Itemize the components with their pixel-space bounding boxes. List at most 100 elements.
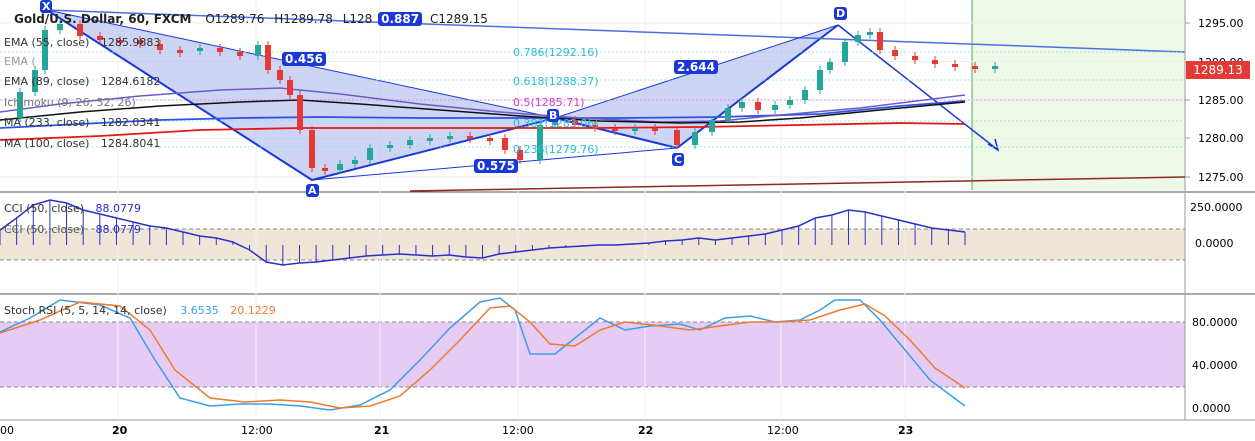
ema55-line <box>0 87 966 123</box>
forecast-zone <box>972 0 1185 190</box>
candle-body <box>57 24 63 30</box>
ichimoku-legend[interactable]: Ichimoku (9, 26, 52, 26) <box>4 96 136 109</box>
ma233-label: MA (233, close) <box>4 116 90 129</box>
ma100-line <box>0 122 966 141</box>
candle-body <box>592 125 598 128</box>
time-label-1200-c: 12:00 <box>767 424 799 437</box>
stoch-label: Stoch RSI (5, 5, 14, 14, close) <box>4 304 167 317</box>
ema89-label: EMA (89, close) <box>4 75 90 88</box>
candle-body <box>892 50 898 56</box>
cci-a-value: 88.0779 <box>95 202 142 215</box>
point-a: A <box>306 184 319 197</box>
time-label-1200-a: 12:00 <box>241 424 273 437</box>
candle-body <box>912 56 918 60</box>
ratio-bcd: 2.644 <box>674 60 718 74</box>
ma233-line <box>0 100 966 129</box>
price-tick-1280: 1280.00 <box>1198 132 1244 145</box>
candle-body <box>867 32 873 35</box>
candle-body <box>572 120 578 125</box>
stoch-tick-40: 40.0000 <box>1192 359 1238 372</box>
fib-level-0786: 0.786(1292.16) <box>513 46 599 59</box>
ma100-value: 1284.8041 <box>100 137 161 150</box>
candle-body <box>952 64 958 67</box>
point-d: D <box>834 7 848 20</box>
stoch-d-value: 20.1229 <box>230 304 276 317</box>
stoch-legend[interactable]: Stoch RSI (5, 5, 14, 14, close) 3.6535 2… <box>4 304 276 317</box>
time-label-23: 23 <box>898 424 914 437</box>
trendline-upper <box>46 9 1186 53</box>
candle-body <box>117 40 123 43</box>
fib-level-0618: 0.618(1288.37) <box>513 75 599 88</box>
candle-body <box>387 145 393 148</box>
candle-body <box>932 60 938 64</box>
high-value: H1289.78 <box>274 12 333 26</box>
candle-body <box>772 105 778 110</box>
cci-a-label: CCI (50, close) <box>4 202 85 215</box>
symbol-name: Gold/U.S. Dollar, 60, FXCM <box>14 12 192 26</box>
ema-b-label: EMA ( <box>4 55 36 68</box>
ma100-legend[interactable]: MA (100, close) 1284.8041 <box>4 137 160 150</box>
fib-level-05: 0.5(1285.71) <box>513 96 585 109</box>
candle-body <box>277 70 283 80</box>
candle-body <box>197 48 203 51</box>
candle-body <box>297 95 303 130</box>
candle-body <box>817 70 823 90</box>
candle-body <box>739 102 745 108</box>
ma100-label: MA (100, close) <box>4 137 90 150</box>
candle-body <box>352 160 358 164</box>
projection-arrowhead <box>987 138 1000 152</box>
ema89-value: 1284.6182 <box>100 75 161 88</box>
price-tick-1295: 1295.00 <box>1198 17 1244 30</box>
stoch-d-line <box>0 301 966 409</box>
candle-body <box>787 100 793 105</box>
open-value: O1289.76 <box>205 12 265 26</box>
ma233-legend[interactable]: MA (233, close) 1282.0341 <box>4 116 160 129</box>
candle-body <box>32 70 38 92</box>
candle-body <box>467 136 473 139</box>
fib-level-0236: 0.236(1279.76) <box>513 143 599 156</box>
candle-body <box>322 168 328 171</box>
candle-body <box>487 138 493 141</box>
ma233-value: 1282.0341 <box>100 116 161 129</box>
symbol-title: Gold/U.S. Dollar, 60, FXCM O1289.76 H128… <box>14 12 488 26</box>
candle-body <box>652 128 658 131</box>
cci-line <box>0 199 966 266</box>
ema89-line <box>0 99 966 124</box>
candle-body <box>992 66 998 69</box>
candle-body <box>309 130 315 168</box>
candle-body <box>972 66 978 69</box>
cci-b-legend[interactable]: CCI (50, close) 88.0779 <box>4 223 141 236</box>
candle-body <box>877 32 883 50</box>
candle-body <box>407 140 413 145</box>
candle-body <box>552 120 558 125</box>
fib-level-0382: 0.382(1283.06) <box>513 117 599 130</box>
ichimoku-label: Ichimoku (9, 26, 52, 26) <box>4 96 136 109</box>
candle-body <box>755 102 761 110</box>
candle-body <box>367 148 373 160</box>
candle-body <box>177 50 183 53</box>
candle-body <box>517 150 523 160</box>
stoch-k-value: 3.6535 <box>180 304 219 317</box>
cci-a-legend[interactable]: CCI (50, close) 88.0779 <box>4 202 141 215</box>
cci-b-value: 88.0779 <box>95 223 142 236</box>
candle-body <box>855 35 861 42</box>
ema55-legend[interactable]: EMA (55, close) 1285.9883 <box>4 36 160 49</box>
ema89-legend[interactable]: EMA (89, close) 1284.6182 <box>4 75 160 88</box>
cci-tick-0: 0.0000 <box>1195 237 1234 250</box>
stoch-k-line <box>0 297 966 411</box>
time-label-1200-b: 12:00 <box>502 424 534 437</box>
ratio-abc: 0.575 <box>474 159 518 173</box>
time-label-20: 20 <box>112 424 128 437</box>
candle-body <box>427 138 433 141</box>
candle-body <box>537 125 543 160</box>
projection-line <box>837 24 999 151</box>
cci-tick-250: 250.0000 <box>1190 201 1243 214</box>
candle-body <box>97 36 103 40</box>
low-value: L128 <box>342 12 373 26</box>
candle-body <box>217 48 223 52</box>
ema55-value: 1285.9883 <box>100 36 161 49</box>
candle-body <box>157 44 163 50</box>
ema-b-legend[interactable]: EMA ( <box>4 55 36 68</box>
cci-band <box>0 229 1185 260</box>
